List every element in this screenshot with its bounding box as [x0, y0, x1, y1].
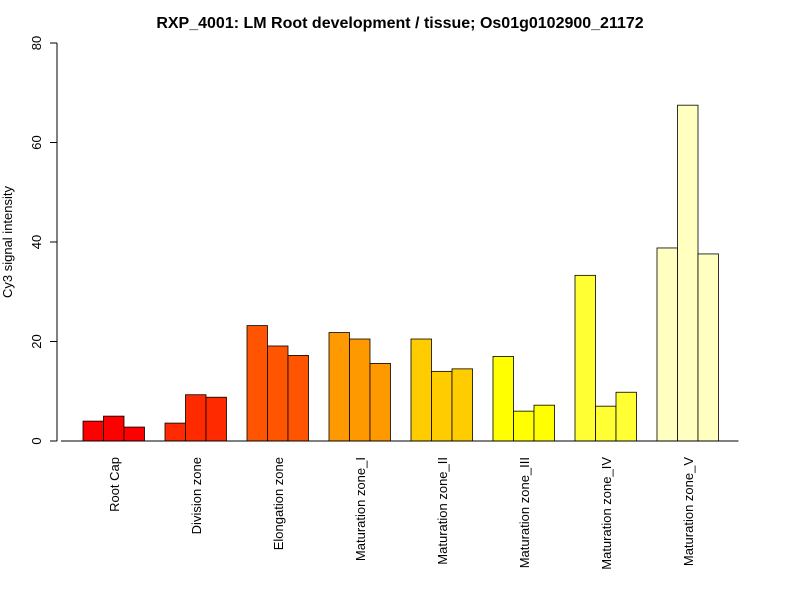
- y-tick-label: 0: [29, 437, 44, 444]
- bar: [410, 338, 432, 442]
- y-tick-label: 60: [29, 135, 44, 149]
- bar: [451, 368, 473, 442]
- category-label: Maturation zone_III: [517, 457, 532, 568]
- bar: [185, 394, 207, 442]
- bar: [656, 247, 678, 442]
- bar: [369, 362, 391, 442]
- bar: [267, 345, 289, 442]
- bar: [123, 426, 145, 442]
- category-label: Elongation zone: [271, 457, 286, 550]
- category-label: Division zone: [189, 457, 204, 534]
- bar: [82, 420, 104, 442]
- bar: [697, 253, 719, 442]
- bar: [533, 404, 555, 442]
- bars-group: [82, 104, 719, 442]
- bar: [513, 410, 535, 442]
- category-label: Root Cap: [107, 457, 122, 512]
- y-axis-label: Cy3 signal intensity: [0, 186, 15, 298]
- chart-title: RXP_4001: LM Root development / tissue; …: [156, 15, 643, 32]
- y-axis: 0 20 40 60 80: [29, 36, 58, 445]
- y-tick-label: 40: [29, 235, 44, 249]
- bar: [349, 338, 371, 442]
- bar: [574, 274, 596, 442]
- bar: [615, 391, 637, 442]
- category-label: Maturation zone_II: [435, 457, 450, 565]
- bar: [205, 396, 227, 442]
- bar: [246, 325, 268, 442]
- y-tick-label: 80: [29, 36, 44, 50]
- bar: [431, 370, 453, 442]
- bar: [492, 356, 514, 442]
- category-label: Maturation zone_I: [353, 457, 368, 561]
- bar: [328, 332, 350, 442]
- category-label: Maturation zone_IV: [599, 457, 614, 570]
- y-tick-label: 20: [29, 334, 44, 348]
- bar: [103, 415, 125, 442]
- category-label: Maturation zone_V: [681, 457, 696, 566]
- bar: [595, 405, 617, 442]
- category-labels: Root Cap Division zone Elongation zone Matu…: [107, 457, 696, 570]
- bar: [677, 104, 699, 442]
- bar: [164, 422, 186, 442]
- bar: [287, 355, 309, 442]
